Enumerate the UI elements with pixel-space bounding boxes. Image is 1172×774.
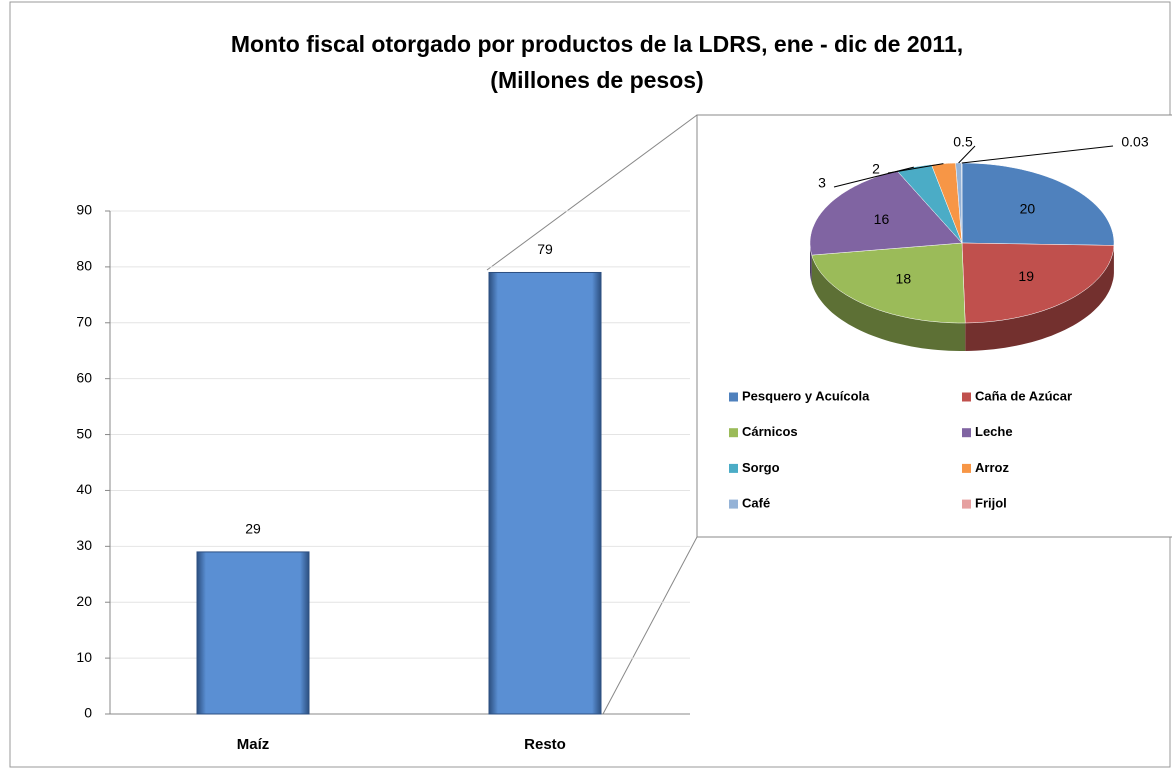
x-tick-label: Resto <box>524 736 566 753</box>
legend-label: Pesquero y Acuícola <box>742 388 870 403</box>
data-label: 19 <box>1018 268 1034 284</box>
legend-label: Café <box>742 496 770 511</box>
y-tick-label: 0 <box>84 705 92 721</box>
legend-swatch <box>729 464 738 473</box>
chart-subtitle: (Millones de pesos) <box>490 67 703 93</box>
legend-swatch <box>962 428 971 437</box>
legend-label: Leche <box>975 424 1013 439</box>
data-label: 3 <box>818 175 826 191</box>
y-tick-label: 50 <box>76 425 92 441</box>
y-tick-label: 30 <box>76 537 92 553</box>
legend-swatch <box>729 500 738 509</box>
y-tick-label: 90 <box>76 202 92 218</box>
legend-label: Sorgo <box>742 460 780 475</box>
data-label: 16 <box>874 211 890 227</box>
y-tick-label: 80 <box>76 258 92 274</box>
y-tick-label: 40 <box>76 481 92 497</box>
y-tick-label: 60 <box>76 369 92 385</box>
chart-title: Monto fiscal otorgado por productos de l… <box>231 31 963 57</box>
legend-swatch <box>962 464 971 473</box>
data-label: 18 <box>896 270 912 286</box>
data-label: 0.03 <box>1121 134 1148 150</box>
data-label: 0.5 <box>953 134 973 150</box>
y-tick-label: 70 <box>76 313 92 329</box>
legend-swatch <box>729 428 738 437</box>
data-label: 2 <box>872 161 880 177</box>
x-tick-label: Maíz <box>237 736 270 753</box>
data-label: 20 <box>1020 200 1036 216</box>
legend-label: Frijol <box>975 496 1007 511</box>
legend-label: Cárnicos <box>742 424 798 439</box>
bar <box>489 272 601 714</box>
data-label: 29 <box>245 521 261 537</box>
y-tick-label: 10 <box>76 649 92 665</box>
legend-swatch <box>729 393 738 402</box>
legend-label: Caña de Azúcar <box>975 388 1072 403</box>
legend-swatch <box>962 393 971 402</box>
bar <box>197 552 309 714</box>
legend-swatch <box>962 500 971 509</box>
legend-label: Arroz <box>975 460 1009 475</box>
y-tick-label: 20 <box>76 593 92 609</box>
data-label: 79 <box>537 241 553 257</box>
